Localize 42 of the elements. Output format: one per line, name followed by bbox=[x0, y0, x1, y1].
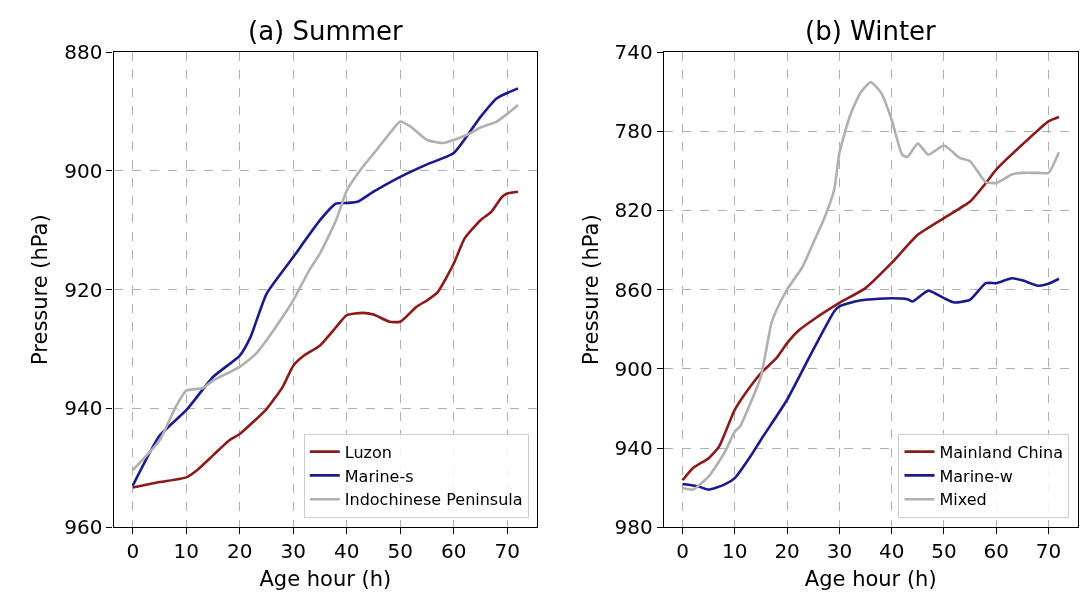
x-tick-label: 30 bbox=[826, 539, 853, 564]
y-tick-label: 780 bbox=[614, 119, 653, 144]
x-tick-label: 20 bbox=[227, 539, 253, 564]
x-tick-label: 10 bbox=[722, 539, 748, 564]
y-axis-title: Pressure (hPa) bbox=[28, 214, 53, 365]
chart-title: (a) Summer bbox=[248, 16, 404, 46]
legend-label: Marine-w bbox=[939, 466, 1013, 486]
chart-title: (b) Winter bbox=[805, 16, 937, 46]
x-tick-label: 40 bbox=[878, 539, 905, 564]
x-tick-label: 40 bbox=[334, 539, 360, 564]
y-axis-title: Pressure (hPa) bbox=[578, 214, 603, 365]
legend-label: Indochinese Peninsula bbox=[344, 490, 523, 510]
y-tick-label: 860 bbox=[614, 277, 653, 302]
x-tick-label: 60 bbox=[983, 539, 1009, 564]
x-tick-label: 70 bbox=[1035, 539, 1062, 564]
x-tick-label: 0 bbox=[126, 539, 140, 564]
y-tick-label: 980 bbox=[614, 515, 653, 540]
y-tick-label: 920 bbox=[64, 277, 103, 302]
legend-label: Luzon bbox=[344, 442, 392, 462]
x-tick-label: 30 bbox=[280, 539, 306, 564]
x-tick-label: 70 bbox=[494, 539, 521, 564]
x-axis-title: Age hour (h) bbox=[259, 566, 392, 591]
legend-label: Mixed bbox=[939, 490, 987, 510]
x-tick-label: 10 bbox=[173, 539, 199, 564]
line-series bbox=[131, 190, 520, 489]
y-tick-label: 820 bbox=[614, 198, 653, 223]
x-tick-label: 50 bbox=[387, 539, 414, 564]
legend-label: Mainland China bbox=[939, 442, 1064, 462]
y-tick-label: 960 bbox=[64, 515, 103, 540]
x-tick-label: 0 bbox=[676, 539, 689, 564]
y-tick-label: 880 bbox=[64, 40, 103, 65]
line-series bbox=[681, 276, 1061, 491]
y-tick-label: 900 bbox=[64, 158, 103, 183]
y-tick-label: 940 bbox=[614, 436, 653, 461]
y-tick-label: 900 bbox=[614, 356, 653, 381]
legend-label: Marine-s bbox=[344, 466, 414, 486]
y-tick-label: 940 bbox=[64, 396, 103, 421]
x-tick-label: 60 bbox=[441, 539, 467, 564]
x-tick-label: 20 bbox=[774, 539, 800, 564]
y-tick-label: 740 bbox=[614, 40, 653, 65]
x-tick-label: 50 bbox=[931, 539, 957, 564]
x-axis-title: Age hour (h) bbox=[804, 566, 937, 591]
